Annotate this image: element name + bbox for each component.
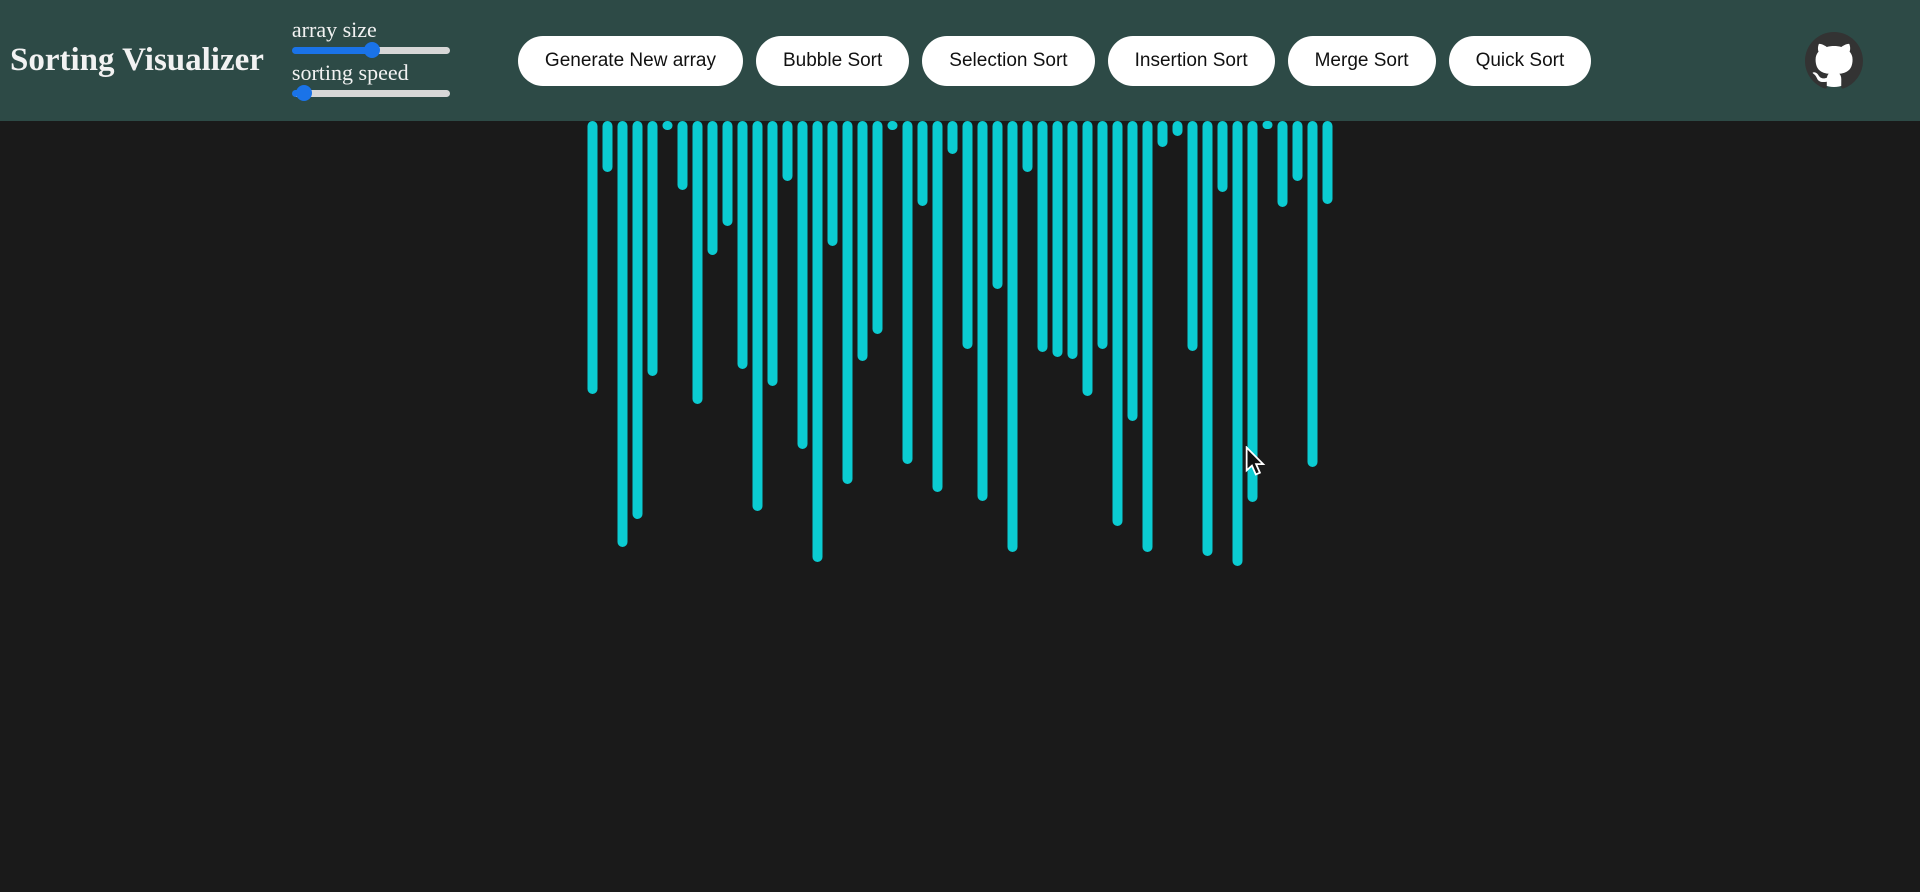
array-bar bbox=[617, 121, 628, 547]
array-bar bbox=[857, 121, 868, 361]
bars-container bbox=[587, 121, 1333, 566]
array-bar bbox=[827, 121, 838, 246]
generate-new-array-button[interactable]: Generate New array bbox=[517, 35, 743, 86]
array-bar bbox=[1307, 121, 1318, 467]
array-bar bbox=[1157, 121, 1168, 147]
array-bar bbox=[632, 121, 643, 519]
array-bar bbox=[722, 121, 733, 226]
array-size-label: array size bbox=[291, 16, 377, 42]
array-size-slider[interactable] bbox=[291, 46, 450, 54]
array-bar bbox=[677, 121, 688, 190]
array-bar bbox=[737, 121, 748, 369]
array-bar bbox=[797, 121, 808, 449]
array-bar bbox=[1172, 121, 1183, 136]
array-bar bbox=[1187, 121, 1198, 351]
toolbar: Generate New array Bubble Sort Selection… bbox=[517, 35, 1592, 86]
array-bar bbox=[1082, 121, 1093, 396]
array-bar bbox=[1292, 121, 1303, 181]
app-header: Sorting Visualizer array size sorting sp… bbox=[0, 0, 1920, 121]
array-bar bbox=[662, 121, 673, 130]
array-bar bbox=[647, 121, 658, 376]
array-bar bbox=[587, 121, 598, 394]
array-bar bbox=[1142, 121, 1153, 552]
array-bar bbox=[767, 121, 778, 386]
array-bar bbox=[1127, 121, 1138, 421]
array-bar bbox=[962, 121, 973, 349]
github-icon[interactable] bbox=[1805, 31, 1863, 90]
quick-sort-button[interactable]: Quick Sort bbox=[1448, 35, 1592, 86]
array-bar bbox=[1052, 121, 1063, 357]
bubble-sort-button[interactable]: Bubble Sort bbox=[756, 35, 910, 86]
array-bar bbox=[782, 121, 793, 181]
merge-sort-button[interactable]: Merge Sort bbox=[1287, 35, 1436, 86]
array-bar bbox=[842, 121, 853, 484]
array-bar bbox=[1022, 121, 1033, 172]
array-bar bbox=[1037, 121, 1048, 352]
array-bar bbox=[812, 121, 823, 562]
page-title: Sorting Visualizer bbox=[10, 42, 264, 78]
array-bar bbox=[752, 121, 763, 511]
slider-controls: array size sorting speed bbox=[291, 16, 454, 104]
array-bar bbox=[932, 121, 943, 492]
selection-sort-button[interactable]: Selection Sort bbox=[922, 35, 1095, 86]
array-bar bbox=[887, 121, 898, 130]
array-bar bbox=[1007, 121, 1018, 552]
array-bar bbox=[1202, 121, 1213, 556]
array-bar bbox=[977, 121, 988, 501]
array-bar bbox=[602, 121, 613, 172]
github-octocat-icon bbox=[1805, 31, 1863, 89]
array-bar bbox=[992, 121, 1003, 289]
array-bar bbox=[692, 121, 703, 404]
array-bar bbox=[1067, 121, 1078, 359]
array-bar bbox=[1262, 121, 1273, 129]
mouse-cursor bbox=[1245, 446, 1266, 476]
array-bar bbox=[1247, 121, 1258, 502]
array-bar bbox=[707, 121, 718, 255]
array-bar bbox=[917, 121, 928, 206]
array-bar bbox=[947, 121, 958, 154]
array-bar bbox=[1277, 121, 1288, 207]
array-bar bbox=[1322, 121, 1333, 204]
array-bar bbox=[1112, 121, 1123, 526]
array-bar bbox=[902, 121, 913, 464]
array-bar bbox=[1217, 121, 1228, 192]
array-bar bbox=[1097, 121, 1108, 349]
sorting-speed-slider[interactable] bbox=[291, 89, 450, 97]
insertion-sort-button[interactable]: Insertion Sort bbox=[1107, 35, 1275, 86]
array-bar bbox=[872, 121, 883, 334]
array-bar bbox=[1232, 121, 1243, 566]
sorting-speed-label: sorting speed bbox=[291, 59, 409, 85]
